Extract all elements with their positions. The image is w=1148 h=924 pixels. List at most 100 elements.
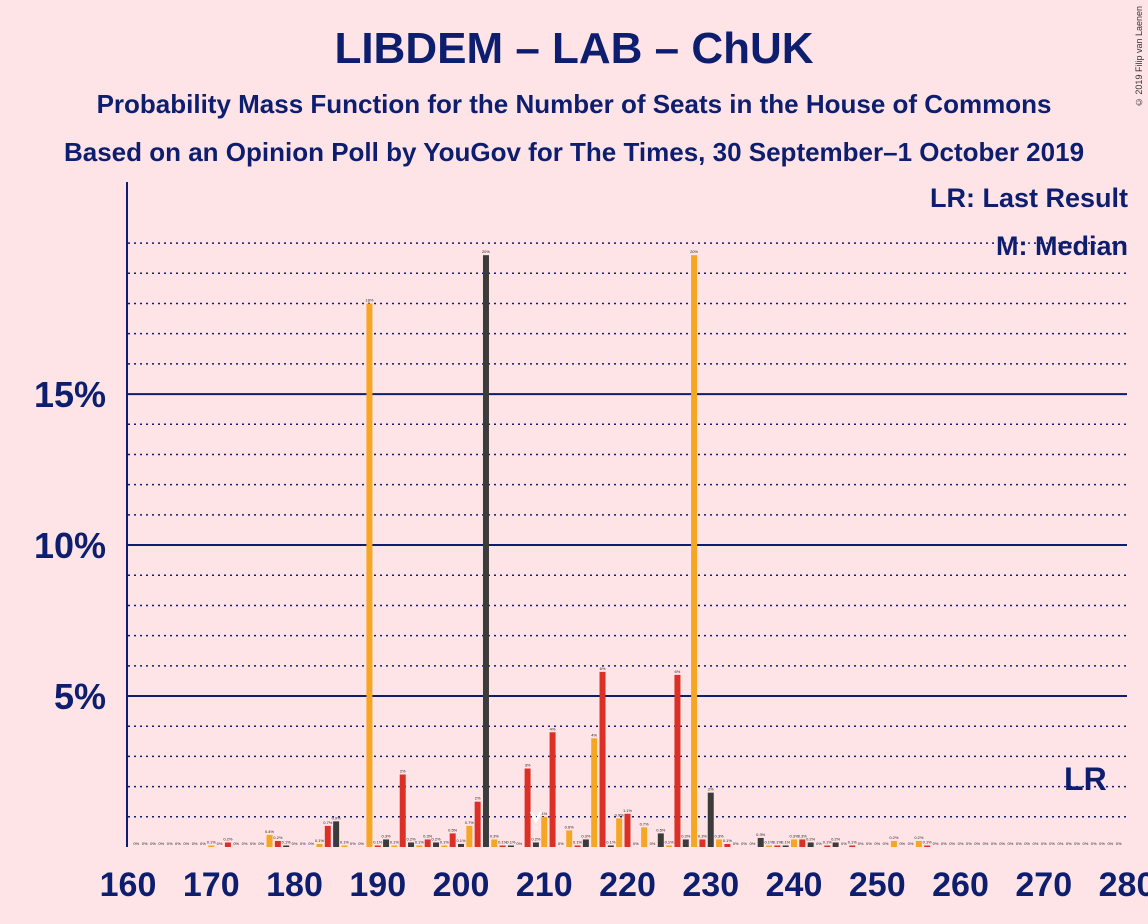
bar: [482, 255, 489, 848]
bar-value-label: 0.2%: [406, 836, 416, 841]
x-tick-label: 240: [766, 866, 823, 904]
axes: 5% 10% 15% M LR 160 170 180 190 200 210 220 230 240 25…: [34, 182, 1148, 904]
bar-value-label: 0.1%: [506, 839, 516, 844]
bar-value-label: 0.1%: [573, 839, 583, 844]
bar-value-label: 0%: [358, 841, 364, 846]
bar: [366, 303, 373, 847]
bar: [682, 839, 689, 847]
bar: [691, 255, 698, 848]
bar-value-label: 0.1%: [823, 839, 833, 844]
bar-value-label: 0.1%: [498, 839, 508, 844]
bar-value-label: 0%: [1082, 841, 1088, 846]
bar-value-label: 0.5%: [448, 827, 458, 832]
bar: [716, 839, 723, 847]
bar-value-label: 0.3%: [798, 833, 808, 838]
bar-value-label: 0%: [999, 841, 1005, 846]
chart-subtitle-poll: Based on an Opinion Poll by YouGov for T…: [63, 137, 1085, 167]
bar-value-label: 20%: [482, 249, 490, 254]
bar: [433, 842, 440, 847]
y-tick-label: 10%: [34, 525, 106, 566]
bar: [499, 845, 506, 847]
bar: [890, 840, 897, 847]
bar: [657, 833, 664, 847]
bar-value-label: 0.1%: [373, 839, 383, 844]
last-result-label: LR: [1064, 761, 1107, 797]
bar: [274, 840, 281, 847]
bar-value-label: 2%: [708, 787, 714, 792]
bar-value-label: 6%: [600, 666, 606, 671]
bar-value-label: 0%: [899, 841, 905, 846]
bar-value-label: 0%: [258, 841, 264, 846]
bar-value-label: 0%: [233, 841, 239, 846]
bar-value-label: 0%: [150, 841, 156, 846]
bar-value-label: 0%: [1058, 841, 1064, 846]
bar: [208, 845, 215, 847]
bar-value-label: 0%: [1016, 841, 1022, 846]
bar-value-label: 0%: [516, 841, 522, 846]
x-tick-label: 250: [849, 866, 906, 904]
bar: [333, 821, 340, 847]
bar-value-label: 0%: [1091, 841, 1097, 846]
bar: [599, 671, 606, 847]
bar-value-label: 0%: [974, 841, 980, 846]
bar-value-label: 0.9%: [332, 815, 342, 820]
bar-value-label: 0%: [841, 841, 847, 846]
bar-value-label: 0.1%: [315, 838, 325, 843]
bar: [441, 845, 448, 847]
bar-value-label: 0%: [558, 841, 564, 846]
bar-value-label: 0.7%: [323, 820, 333, 825]
bar-value-label: 0%: [1049, 841, 1055, 846]
bar: [574, 845, 581, 847]
bar-value-label: 0.2%: [889, 835, 899, 840]
bar-value-label: 0%: [1033, 841, 1039, 846]
bar: [582, 839, 589, 847]
x-tick-label: 210: [516, 866, 573, 904]
bar-value-label: 0%: [908, 841, 914, 846]
bar-value-label: 0%: [1008, 841, 1014, 846]
bar-value-label: 0.1%: [606, 839, 616, 844]
bar-value-label: 0%: [1116, 841, 1122, 846]
bar-value-label: 0%: [158, 841, 164, 846]
bar: [524, 768, 531, 847]
bar: [391, 845, 398, 847]
bar-value-label: 1.1%: [623, 808, 633, 813]
bar-value-label: 0%: [142, 841, 148, 846]
bar-value-label: 0%: [933, 841, 939, 846]
bar: [824, 845, 831, 847]
bar: [541, 816, 548, 847]
bar: [774, 845, 781, 847]
bar-value-label: 0.3%: [490, 833, 500, 838]
bar-value-label: 0.2%: [806, 836, 816, 841]
bar-value-label: 0.3%: [382, 833, 392, 838]
bar-value-label: 0.5%: [656, 827, 666, 832]
bar-value-label: 0%: [250, 841, 256, 846]
bar-value-label: 0%: [192, 841, 198, 846]
bar-value-label: 0.2%: [831, 836, 841, 841]
bar-value-label: 0%: [883, 841, 889, 846]
bar-value-label: 0.2%: [273, 835, 283, 840]
bar-value-label: 0.1%: [848, 839, 858, 844]
bar-value-label: 0%: [217, 841, 223, 846]
bar-value-label: 0.2%: [431, 836, 441, 841]
bar: [674, 674, 681, 847]
bars: [208, 255, 931, 848]
bar: [724, 843, 731, 847]
legend-median: M: Median: [996, 231, 1128, 261]
bar-value-label: 0%: [958, 841, 964, 846]
bar-value-label: 0.1%: [773, 839, 783, 844]
bar: [549, 732, 556, 847]
x-tick-label: 160: [100, 866, 157, 904]
bar-value-label: 0.1%: [207, 839, 217, 844]
bar-value-label: 0%: [183, 841, 189, 846]
x-tick-label: 190: [349, 866, 406, 904]
bar: [383, 839, 390, 847]
bar-value-label: 0%: [200, 841, 206, 846]
bar-value-label: 0.3%: [698, 833, 708, 838]
bar-value-label: 0%: [741, 841, 747, 846]
bar-value-label: 0%: [749, 841, 755, 846]
bar-value-label: 2%: [475, 796, 481, 801]
bar: [799, 839, 806, 847]
bar-value-label: 0%: [816, 841, 822, 846]
bar-value-label: 1%: [541, 811, 547, 816]
bar: [316, 843, 323, 847]
